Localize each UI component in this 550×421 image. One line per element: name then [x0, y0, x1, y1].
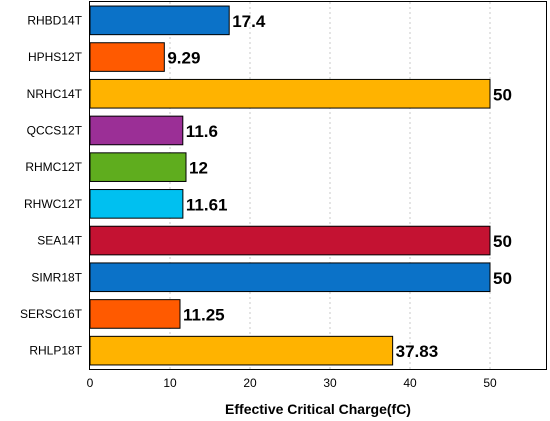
- value-label: 50: [493, 232, 512, 251]
- value-label: 17.4: [232, 12, 266, 31]
- x-axis-title: Effective Critical Charge(fC): [225, 401, 411, 417]
- value-label: 11.61: [186, 195, 228, 214]
- category-label: RHMC12T: [25, 160, 82, 174]
- category-label: SEA14T: [37, 234, 82, 248]
- value-label: 37.83: [396, 342, 439, 361]
- bar-rhmc12t: [89, 152, 187, 182]
- x-tick-labels: 0 10 20 30 40 50: [87, 376, 497, 390]
- bar-hphs12t: [89, 42, 165, 72]
- bar-simr18t: [89, 262, 491, 293]
- x-tick-label: 50: [483, 376, 497, 390]
- bar-rhbd14t: [89, 5, 230, 36]
- bar-sea14t: [89, 225, 491, 256]
- x-tick-label: 10: [163, 376, 177, 390]
- category-label: QCCS12T: [27, 123, 83, 137]
- value-label: 9.29: [167, 49, 200, 68]
- value-label: 11.25: [183, 305, 225, 324]
- value-label: 12: [189, 159, 208, 178]
- x-tick-label: 40: [403, 376, 417, 390]
- bar-qccs12t: [89, 115, 184, 146]
- category-label: RHLP18T: [29, 344, 82, 358]
- category-label: SERSC16T: [20, 307, 83, 321]
- category-label: RHWC12T: [24, 197, 83, 211]
- value-label: 50: [493, 269, 512, 288]
- category-label: SIMR18T: [31, 270, 82, 284]
- category-label: HPHS12T: [28, 50, 83, 64]
- bars: [89, 5, 491, 366]
- category-label: NRHC14T: [27, 87, 83, 101]
- value-label: 50: [493, 85, 512, 104]
- bar-sersc16t: [89, 299, 181, 329]
- x-tick-label: 30: [323, 376, 337, 390]
- bar-nrhc14t: [89, 78, 491, 109]
- bar-rhlp18t: [89, 335, 394, 366]
- category-label: RHBD14T: [27, 13, 82, 27]
- bar-rhwc12t: [89, 189, 184, 219]
- category-labels: RHBD14T HPHS12T NRHC14T QCCS12T RHMC12T RHWC1…: [20, 13, 83, 357]
- plot-frame: [89, 1, 547, 370]
- value-label: 11.6: [186, 122, 218, 141]
- x-tick-label: 20: [243, 376, 257, 390]
- x-tick-label: 0: [87, 376, 94, 390]
- value-labels: 17.4 9.29 50 11.6 12 11.61 50 50 11.25 37.83: [167, 12, 512, 361]
